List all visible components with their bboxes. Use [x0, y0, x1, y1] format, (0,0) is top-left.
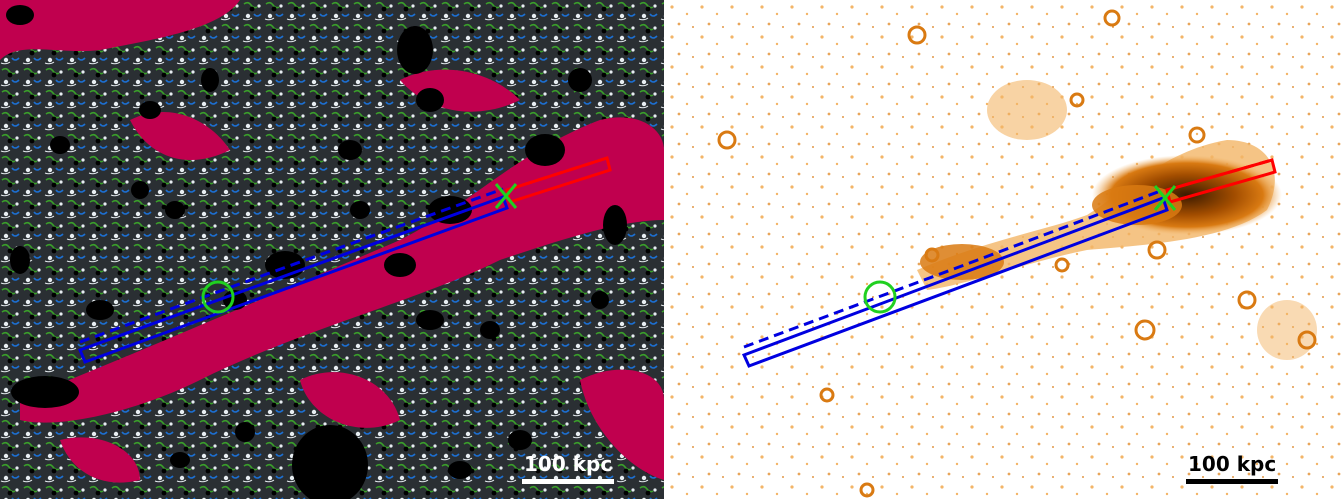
noise-background	[0, 0, 664, 499]
region-overlays	[741, 158, 1277, 368]
region-overlays	[78, 156, 612, 364]
right-image-panel: 100 kpc	[667, 0, 1344, 499]
marker-circle	[863, 280, 897, 314]
marker-cross	[494, 183, 518, 209]
marker-cross	[1153, 185, 1177, 211]
scalebar-label: 100 kpc	[524, 452, 613, 476]
downstream-region-dashed	[79, 187, 504, 344]
scalebar-line	[1186, 479, 1278, 484]
left-image-panel: 100 kpc	[0, 0, 664, 499]
right-image-canvas	[667, 0, 1344, 499]
scalebar-line	[522, 479, 614, 484]
downstream-region-solid	[78, 195, 509, 364]
point-source-rings	[717, 9, 1317, 498]
upstream-region-dashed	[506, 156, 608, 192]
downstream-region-solid	[741, 196, 1169, 368]
upstream-region-dashed	[1166, 158, 1273, 192]
downstream-region-dashed	[743, 188, 1164, 349]
scalebar-label: 100 kpc	[1188, 452, 1277, 476]
left-image-canvas	[0, 0, 664, 499]
marker-circle	[201, 280, 235, 314]
